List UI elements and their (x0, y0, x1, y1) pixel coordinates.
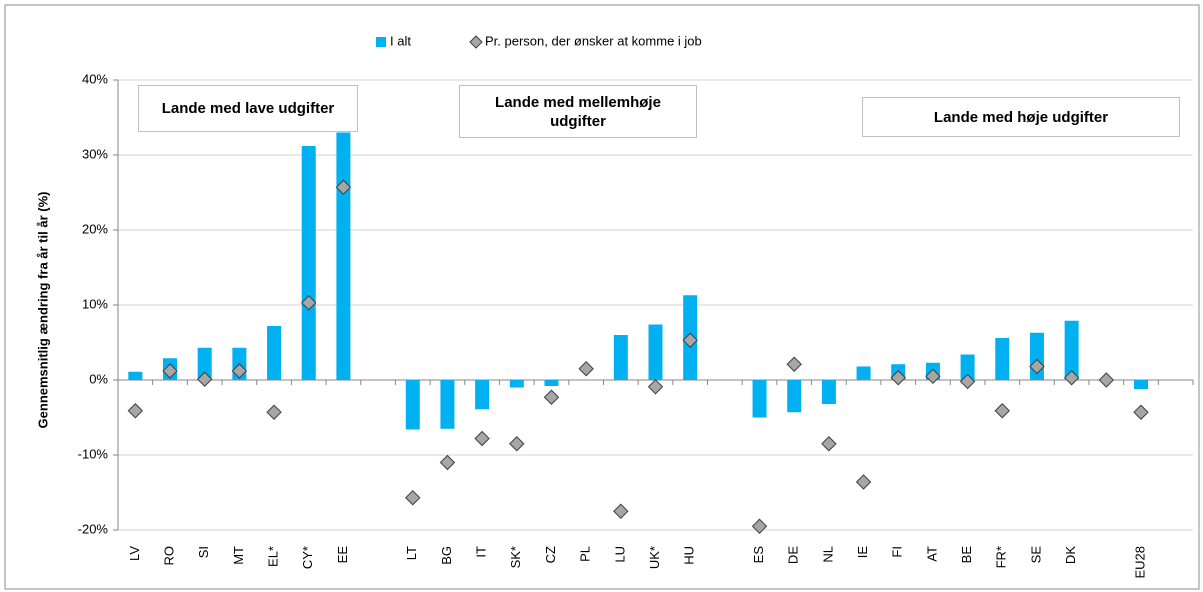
diamond-marker (786, 356, 802, 372)
x-tick-label: MT (231, 546, 246, 565)
diamond-marker (1133, 404, 1149, 420)
diamond-marker (439, 454, 456, 471)
y-axis-label: Gennemsnitlig ændring fra år til år (%) (35, 192, 50, 429)
bar (752, 380, 767, 418)
x-tick-label: EU28 (1132, 546, 1147, 579)
x-tick-label: DK (1063, 546, 1078, 564)
diamond-marker (231, 363, 248, 379)
diamond-marker (162, 363, 178, 379)
diamond-marker (994, 403, 1010, 419)
diamond-marker (543, 389, 560, 405)
legend-swatch (469, 35, 483, 49)
x-tick-label: NL (820, 546, 835, 563)
diamond-marker (1063, 370, 1080, 386)
diamond-marker (335, 179, 352, 195)
bar (856, 366, 871, 380)
x-tick-label: LT (404, 546, 419, 560)
bar (336, 132, 351, 380)
diamond-marker (925, 368, 941, 384)
bar (648, 324, 663, 380)
annotation: Lande med mellemhøje udgifter (459, 85, 697, 138)
diamond-marker (821, 436, 837, 452)
y-tick-label: 40% (82, 71, 108, 86)
y-tick-label: -10% (78, 446, 109, 461)
bar (197, 347, 212, 380)
diamond-marker (127, 403, 144, 419)
diamond-marker (509, 436, 525, 452)
x-tick-label: SE (1028, 546, 1043, 564)
diamond-marker (613, 503, 629, 519)
bar (509, 380, 524, 388)
bar (787, 380, 802, 413)
legend-label: I alt (390, 33, 411, 48)
bar (440, 380, 455, 429)
x-tick-label: DE (786, 546, 801, 564)
y-tick-label: 20% (82, 221, 108, 236)
y-tick-label: -20% (78, 521, 109, 536)
bar (613, 335, 628, 380)
diamond-marker (301, 295, 317, 311)
x-tick-label: BG (439, 546, 454, 565)
x-tick-label: HU (682, 546, 697, 565)
diamond-marker (266, 404, 282, 420)
x-tick-label: LV (127, 546, 142, 561)
bar (821, 380, 836, 404)
x-tick-label: PL (578, 546, 593, 562)
diamond-marker (474, 430, 490, 447)
y-tick-label: 10% (82, 296, 108, 311)
diamond-marker (890, 370, 906, 386)
x-tick-label: AT (924, 546, 939, 562)
x-tick-label: CZ (543, 546, 558, 563)
x-tick-label: CY* (300, 546, 315, 569)
diamond-marker (196, 371, 213, 387)
legend-swatch (376, 37, 386, 47)
bar (960, 354, 975, 380)
x-tick-label: FR* (994, 546, 1009, 568)
diamond-marker (405, 490, 421, 506)
x-tick-label: IE (855, 546, 870, 559)
bar (544, 380, 559, 386)
x-tick-label: EL* (265, 546, 280, 567)
bar (405, 380, 420, 430)
diamond-marker (682, 332, 698, 348)
x-tick-label: UK* (647, 546, 662, 569)
x-tick-label: SK* (508, 546, 523, 568)
bar (267, 326, 282, 380)
x-tick-label: FI (890, 546, 905, 558)
x-tick-label: ES (751, 546, 766, 564)
bar (1064, 320, 1079, 380)
diamond-marker (959, 373, 976, 390)
y-tick-label: 0% (89, 371, 108, 386)
diamond-marker (1029, 358, 1045, 375)
x-tick-label: EE (335, 546, 350, 564)
bar (475, 380, 490, 410)
bar (1133, 380, 1148, 389)
diamond-marker (1098, 372, 1115, 388)
x-tick-label: RO (161, 546, 176, 566)
x-tick-label: BE (959, 546, 974, 564)
legend-label: Pr. person, der ønsker at komme i job (485, 33, 702, 48)
bar (995, 338, 1010, 380)
diamond-marker (751, 518, 768, 534)
diamond-marker (855, 474, 872, 490)
bar (301, 146, 316, 380)
diamond-marker (578, 361, 594, 377)
diamond-marker (647, 379, 664, 395)
x-tick-label: LU (612, 546, 627, 563)
bar (128, 371, 143, 380)
y-tick-label: 30% (82, 146, 108, 161)
annotation: Lande med lave udgifter (138, 85, 358, 132)
annotation: Lande med høje udgifter (862, 97, 1180, 137)
x-tick-label: IT (474, 546, 489, 558)
x-tick-label: SI (196, 546, 211, 558)
